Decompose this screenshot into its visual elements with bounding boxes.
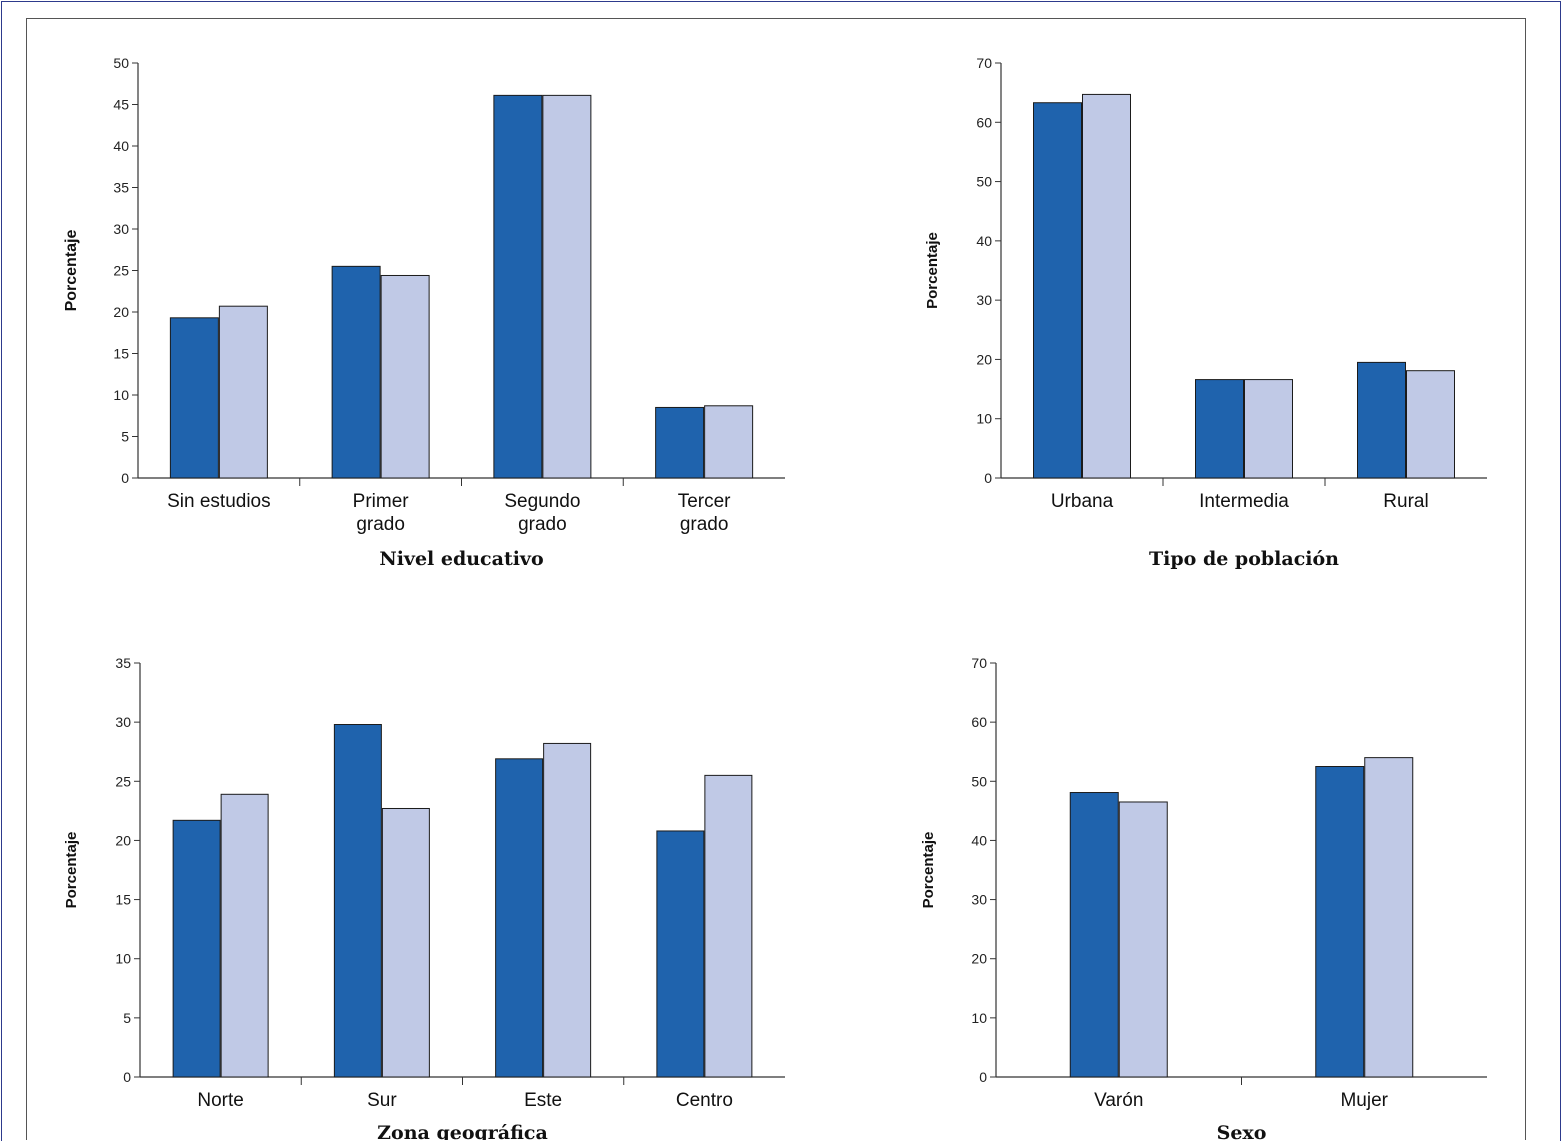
y-tick-label: 20: [976, 351, 992, 367]
category-label: Intermedia: [1199, 491, 1289, 512]
y-tick-label: 5: [121, 429, 129, 445]
y-tick-label: 45: [113, 97, 129, 113]
y-tick-label: 30: [976, 292, 992, 308]
bar-series2-2: [381, 807, 430, 1078]
x-axis-title: Sexo: [1217, 1122, 1267, 1140]
bar-series2-1: [218, 305, 268, 479]
bar-series1-1: [172, 819, 221, 1078]
y-tick-label: 50: [976, 174, 992, 190]
category-label: Sur: [367, 1090, 397, 1111]
bar-series1-1: [1033, 102, 1082, 479]
y-tick-label: 0: [121, 470, 129, 486]
x-axis-title: Nivel educativo: [379, 548, 543, 570]
y-tick-label: 10: [113, 387, 129, 403]
bar-series1-4: [655, 406, 705, 479]
y-tick-label: 25: [113, 263, 129, 279]
bar-series2-3: [542, 94, 592, 479]
y-tick-label: 35: [113, 180, 129, 196]
y-tick-label: 30: [115, 714, 131, 730]
y-tick-label: 60: [976, 114, 992, 130]
category-label: Tercer: [678, 491, 731, 512]
bar-series1-4: [656, 830, 705, 1078]
category-label: Segundo: [504, 491, 580, 512]
y-tick-label: 30: [971, 892, 987, 908]
bar-series2-1: [220, 793, 269, 1078]
y-tick-label: 0: [979, 1069, 987, 1085]
y-tick-label: 20: [113, 304, 129, 320]
y-tick-label: 10: [971, 1010, 987, 1026]
y-axis-title: Porcentaje: [924, 232, 941, 309]
y-tick-label: 40: [976, 233, 992, 249]
category-label: Centro: [676, 1090, 733, 1111]
category-label: Primer: [353, 491, 410, 512]
y-tick-label: 0: [984, 470, 992, 486]
category-label: grado: [680, 514, 729, 535]
category-label: Norte: [197, 1090, 243, 1111]
bar-series2-2: [1244, 379, 1293, 479]
y-tick-label: 10: [976, 411, 992, 427]
y-axis-title: Porcentaje: [920, 832, 937, 909]
bar-series2-2: [380, 274, 430, 479]
category-label: Varón: [1094, 1090, 1143, 1111]
category-label: Este: [524, 1090, 562, 1111]
bar-series1-3: [495, 758, 544, 1078]
chart-4: 0 10 20 30 40 50 60 70 Varón Mujer Sexo Porcentaje: [920, 655, 1487, 1140]
category-label: Mujer: [1340, 1090, 1388, 1111]
y-tick-label: 30: [113, 221, 129, 237]
y-tick-label: 50: [113, 55, 129, 71]
y-tick-label: 70: [971, 655, 987, 671]
bar-series1-2: [333, 724, 382, 1078]
category-label: grado: [356, 514, 405, 535]
chart-2: 0 10 20 30 40 50 60 70 Urbana Intermedia Rural Tipo…: [924, 55, 1487, 570]
bar-series2-2: [1364, 757, 1414, 1078]
bar-series2-4: [704, 405, 754, 479]
bar-series1-3: [493, 94, 543, 479]
category-label: grado: [518, 514, 567, 535]
bar-series2-3: [1406, 370, 1455, 479]
y-tick-label: 25: [115, 773, 131, 789]
category-label: Rural: [1383, 491, 1428, 512]
bar-series1-3: [1357, 361, 1406, 479]
y-tick-label: 35: [115, 655, 131, 671]
y-tick-label: 50: [971, 773, 987, 789]
bar-series1-1: [1069, 792, 1119, 1078]
bar-series2-1: [1118, 801, 1168, 1078]
bar-series2-1: [1082, 93, 1131, 479]
y-tick-label: 0: [123, 1069, 131, 1085]
y-tick-label: 40: [113, 138, 129, 154]
y-tick-label: 15: [113, 346, 129, 362]
chart-area: [26, 18, 1526, 1140]
y-tick-label: 70: [976, 55, 992, 71]
y-axis-title: Porcentaje: [63, 229, 80, 311]
bar-series1-2: [1315, 766, 1365, 1078]
bar-series1-2: [1195, 379, 1244, 479]
x-axis-title: Tipo de población: [1149, 548, 1339, 570]
bar-series1-1: [169, 317, 219, 479]
x-axis-title: Zona geográfica: [377, 1122, 548, 1140]
category-label: Sin estudios: [167, 491, 271, 512]
bar-series1-2: [331, 265, 381, 479]
y-tick-label: 20: [115, 832, 131, 848]
y-tick-label: 60: [971, 714, 987, 730]
y-tick-label: 20: [971, 951, 987, 967]
chart-3: 0 5 10 15 20 25 30 35 Norte Sur Este Centro Zona geo…: [63, 655, 785, 1140]
y-axis-title: Porcentaje: [63, 832, 80, 909]
y-tick-label: 10: [115, 951, 131, 967]
bar-series2-4: [704, 774, 753, 1078]
y-tick-label: 40: [971, 832, 987, 848]
category-label: Urbana: [1051, 491, 1114, 512]
y-tick-label: 5: [123, 1010, 131, 1026]
bar-series2-3: [543, 742, 592, 1078]
y-tick-label: 15: [115, 892, 131, 908]
